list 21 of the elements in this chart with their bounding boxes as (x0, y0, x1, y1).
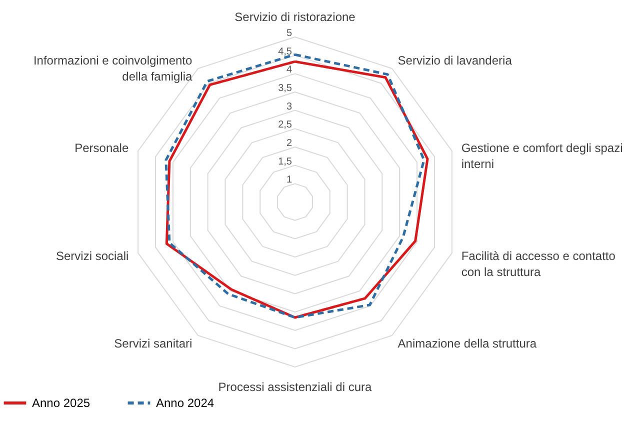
spoke-label: Facilità di accesso e contatto con la struttura (461, 249, 616, 280)
spoke-label: Gestione e comfort degli spazi interni (461, 140, 623, 171)
spoke-label: Servizi sanitari (114, 336, 192, 350)
spoke-label: Processi assistenziali di cura (218, 380, 372, 394)
y-tick-label: 4,5 (278, 46, 292, 58)
spoke-label: Animazione della struttura (398, 336, 537, 350)
y-tick-label: 3 (286, 101, 292, 112)
y-tick-label: 1,5 (278, 156, 292, 168)
y-tick-label: 4 (286, 64, 292, 76)
y-tick-label: 3,5 (278, 83, 292, 94)
y-tick-label: 1 (286, 174, 292, 186)
spoke-label: Personale (74, 140, 129, 155)
spoke-label: Informazioni e coinvolgimento della famiglia (33, 54, 193, 84)
y-tick-label: 2 (286, 138, 292, 149)
spoke-label: Servizio di ristorazione (234, 10, 356, 24)
y-tick-label: 2,5 (278, 120, 292, 131)
spoke-label: Servizi sociali (56, 249, 129, 264)
y-tick-label: 5 (286, 28, 292, 39)
spoke-label: Servizio di lavanderia (398, 54, 512, 68)
legend-label: Anno 2025 (32, 396, 90, 410)
legend-label: Anno 2024 (156, 396, 214, 410)
